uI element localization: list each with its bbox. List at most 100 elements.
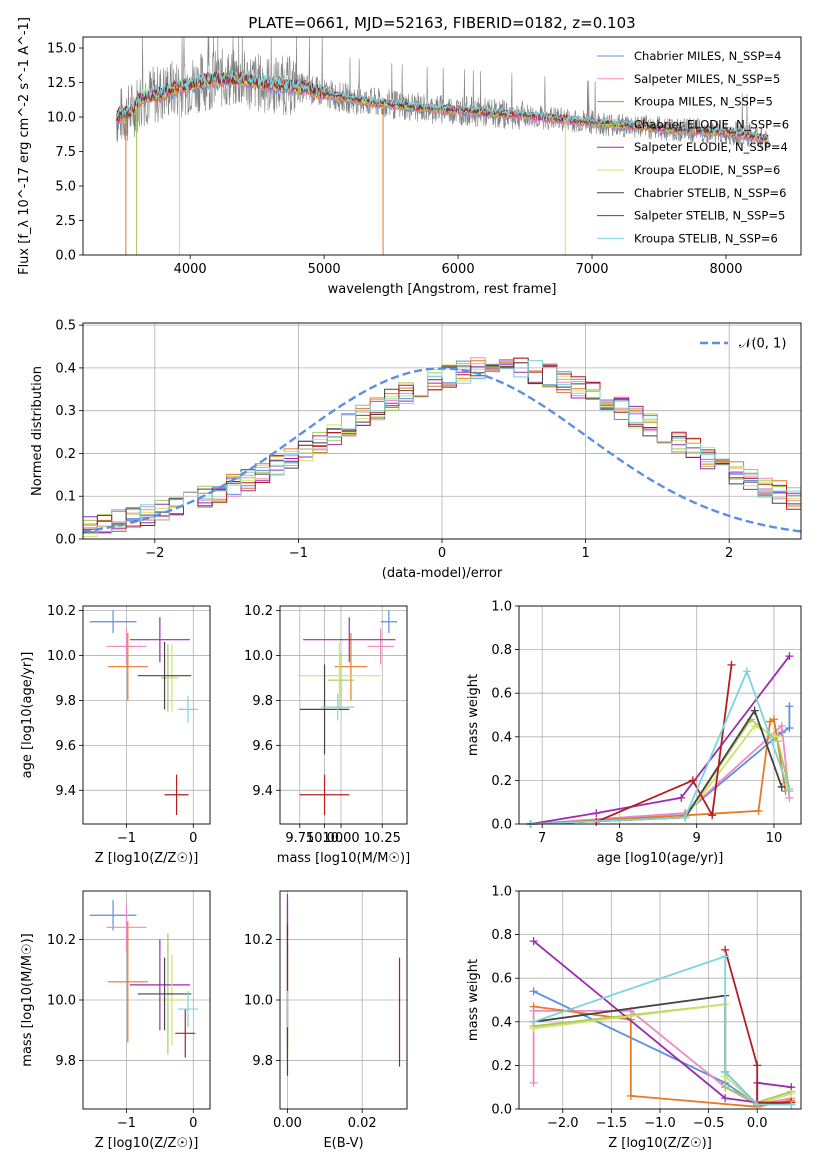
weight-marker xyxy=(529,1017,538,1026)
weight-line-5 xyxy=(530,724,779,825)
legend: Chabrier MILES, N_SSP=4 Salpeter MILES, N… xyxy=(597,49,789,245)
plot-area xyxy=(89,900,198,1058)
weight-marker xyxy=(785,787,794,796)
y-tick-label: 0.3 xyxy=(55,404,76,419)
y-tick-label: 1.0 xyxy=(491,600,512,615)
weight-marker xyxy=(777,721,786,730)
x-tick-label: 9.75 xyxy=(285,831,314,846)
y-axis-label: Flux [f_λ 10^-17 erg cm^-2 s^-1 A^-1] xyxy=(17,17,32,275)
x-tick-label: 0.00 xyxy=(273,1116,302,1131)
y-tick-label: 9.4 xyxy=(55,784,76,799)
weight-marker xyxy=(785,652,794,661)
x-tick-label: −2.0 xyxy=(547,1116,579,1131)
plot-area xyxy=(83,357,801,538)
x-axis-label: Z [log10(Z/Z☉)] xyxy=(95,1136,199,1151)
y-tick-label: 9.6 xyxy=(252,739,273,754)
y-tick-label: 0.5 xyxy=(55,319,76,334)
weight-marker xyxy=(708,811,717,820)
y-axis-label: mass [log10(M/M☉)] xyxy=(20,933,35,1066)
x-tick-label: 0.0 xyxy=(747,1116,768,1131)
legend-entry: Kroupa STELIB, N_SSP=6 xyxy=(634,231,778,245)
x-tick-label: 5000 xyxy=(308,262,341,277)
y-tick-label: 0.6 xyxy=(491,687,512,702)
axes-frame xyxy=(82,890,211,1110)
model-line-8 xyxy=(116,69,769,139)
y-tick-label: 0.4 xyxy=(491,1015,512,1030)
x-tick-label: 8000 xyxy=(709,262,742,277)
weight-marker xyxy=(721,1083,730,1092)
x-axis-label: (data-model)/error xyxy=(382,566,503,581)
x-tick-label: 0 xyxy=(438,546,446,561)
weight-line-2 xyxy=(530,718,787,825)
axes-frame xyxy=(82,605,211,825)
y-tick-label: 10.2 xyxy=(244,933,273,948)
y-tick-label: 10.0 xyxy=(47,994,76,1009)
weight-marker xyxy=(785,724,794,733)
y-tick-label: 5.0 xyxy=(55,180,76,195)
weight-line-7 xyxy=(595,664,733,823)
y-tick-label: 12.5 xyxy=(47,76,76,91)
histogram-step-8 xyxy=(83,360,801,534)
histogram-step-0 xyxy=(83,359,801,533)
y-tick-label: 10.0 xyxy=(244,994,273,1009)
x-tick-label: −1.0 xyxy=(644,1116,676,1131)
histogram-step-1 xyxy=(83,357,801,529)
y-tick-label: 9.8 xyxy=(55,694,76,709)
weight-marker xyxy=(777,782,786,791)
x-tick-label: 10 xyxy=(766,831,783,846)
weight-line-1 xyxy=(530,724,791,825)
weight-marker xyxy=(750,721,759,730)
legend-entry: Salpeter STELIB, N_SSP=5 xyxy=(634,209,785,223)
y-tick-label: 0.6 xyxy=(491,972,512,987)
y-axis-label: mass weight xyxy=(466,959,481,1041)
weight-marker xyxy=(721,1067,730,1076)
plot-area xyxy=(529,937,796,1111)
y-tick-label: 0.8 xyxy=(491,928,512,943)
normal-curve xyxy=(83,367,801,533)
x-tick-label: 4000 xyxy=(174,262,207,277)
weight-marker xyxy=(773,732,782,741)
x-tick-label: 0 xyxy=(189,831,197,846)
x-tick-label: 7000 xyxy=(575,262,608,277)
chart-weight-vs-age: 7 8 9 10 0.0 0.2 0.4 0.6 0.8 1.0 age [log10(age/yr… xyxy=(466,600,802,866)
y-axis-label: age [log10(age/yr)] xyxy=(20,652,35,779)
plot-area xyxy=(116,37,769,255)
x-axis-label: age [log10(age/yr)] xyxy=(597,851,724,866)
plot-area xyxy=(286,894,401,1076)
legend-entry: Chabrier STELIB, N_SSP=6 xyxy=(634,186,786,200)
chart-mass-vs-EBV: 0.00 0.02 9.8 10.0 10.2 E(B-V) xyxy=(244,890,408,1151)
y-tick-label: 0.0 xyxy=(491,1103,512,1118)
x-tick-label: 6000 xyxy=(442,262,475,277)
x-tick-label: 10.25 xyxy=(364,831,401,846)
y-tick-label: 9.8 xyxy=(55,1054,76,1069)
legend-entry: Salpeter ELODIE, N_SSP=4 xyxy=(634,140,788,154)
axes-frame xyxy=(279,890,408,1110)
weight-marker xyxy=(750,706,759,715)
y-tick-label: 9.6 xyxy=(55,739,76,754)
weight-line-7 xyxy=(724,949,792,1104)
x-tick-label: −1.5 xyxy=(596,1116,628,1131)
x-tick-label: 8 xyxy=(615,831,623,846)
weight-line-6 xyxy=(530,708,783,825)
chart-residuals: −2 −1 0 1 2 0.0 0.1 0.2 0.3 0.4 0.5 (data-model)/er… xyxy=(30,319,802,581)
y-tick-label: 0.0 xyxy=(55,533,76,548)
y-tick-label: 0.2 xyxy=(55,447,76,462)
y-tick-label: 15.0 xyxy=(47,42,76,57)
weight-marker xyxy=(721,1094,730,1103)
x-axis-label: wavelength [Angstrom, rest frame] xyxy=(328,282,557,297)
weight-line-1 xyxy=(532,1010,792,1106)
x-tick-label: −1 xyxy=(289,546,308,561)
weight-marker xyxy=(727,660,736,669)
y-tick-label: 10.2 xyxy=(47,604,76,619)
weight-line-3 xyxy=(530,718,791,825)
weight-marker xyxy=(681,813,690,822)
legend-entry: 𝒩(0, 1) xyxy=(739,337,786,352)
chart-spectrum: 4000 5000 6000 7000 8000 0.0 2.5 5.0 7.5 10.0 12.5… xyxy=(17,14,802,297)
y-tick-label: 10.2 xyxy=(244,604,273,619)
y-tick-label: 0.0 xyxy=(491,818,512,833)
weight-line-4 xyxy=(530,655,791,825)
y-tick-label: 0.4 xyxy=(491,730,512,745)
y-tick-label: 0.2 xyxy=(491,1059,512,1074)
weight-line-0 xyxy=(530,706,791,825)
